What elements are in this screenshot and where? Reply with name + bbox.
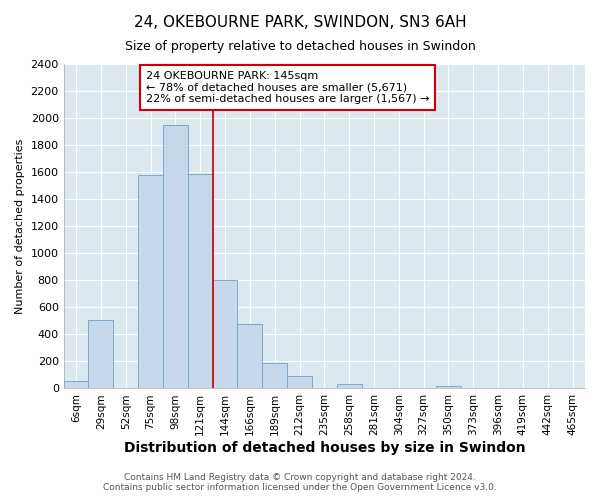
Bar (436, 386, 461, 388)
Text: 24, OKEBOURNE PARK, SWINDON, SN3 6AH: 24, OKEBOURNE PARK, SWINDON, SN3 6AH (134, 15, 466, 30)
Bar (188, 174, 212, 388)
Bar (287, 376, 312, 388)
Text: 24 OKEBOURNE PARK: 145sqm
← 78% of detached houses are smaller (5,671)
22% of se: 24 OKEBOURNE PARK: 145sqm ← 78% of detac… (146, 71, 429, 104)
Text: Contains HM Land Registry data © Crown copyright and database right 2024.
Contai: Contains HM Land Registry data © Crown c… (103, 473, 497, 492)
Text: Size of property relative to detached houses in Swindon: Size of property relative to detached ho… (125, 40, 475, 53)
Bar (88, 320, 113, 388)
Bar (337, 384, 362, 388)
Bar (64, 381, 88, 388)
Bar (163, 125, 188, 388)
X-axis label: Distribution of detached houses by size in Swindon: Distribution of detached houses by size … (124, 441, 525, 455)
Bar (262, 364, 287, 388)
Bar (138, 175, 163, 388)
Bar (212, 280, 238, 388)
Y-axis label: Number of detached properties: Number of detached properties (15, 138, 25, 314)
Bar (238, 324, 262, 388)
